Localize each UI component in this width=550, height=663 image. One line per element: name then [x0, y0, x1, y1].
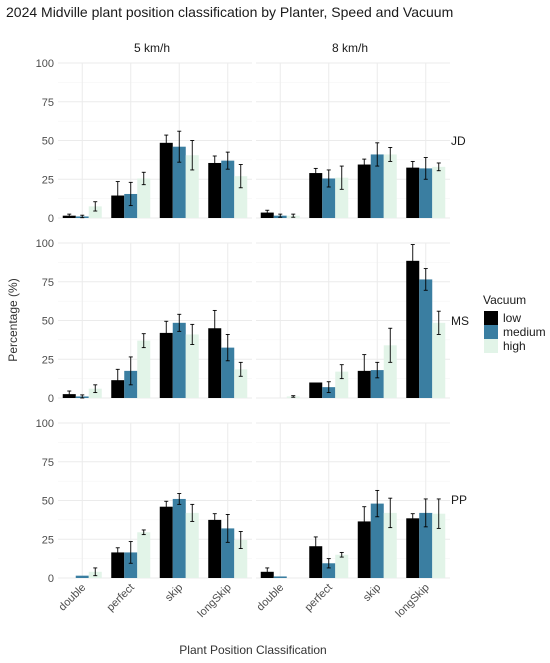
legend-label-medium: medium [503, 325, 546, 339]
legend-label-low: low [503, 311, 521, 325]
bar-low-perfect [309, 546, 323, 578]
bar-high-double [88, 388, 102, 398]
legend-swatch-medium [484, 325, 498, 339]
y-tick-label: 100 [36, 418, 54, 430]
x-tick-label-longSkip: longSkip [196, 582, 234, 620]
y-axis-label: Percentage (%) [6, 278, 20, 361]
y-tick-label: 75 [42, 277, 54, 289]
row-strip-ms: MS [451, 314, 469, 328]
column-strip-5kmh: 5 km/h [134, 41, 170, 55]
bar-high-skip [185, 334, 199, 398]
x-tick-label-longSkip: longSkip [394, 582, 432, 620]
bar-low-skip [357, 164, 371, 218]
bar-medium-skip [370, 370, 384, 398]
bar-high-perfect [335, 554, 349, 578]
x-tick-label-skip: skip [361, 582, 383, 604]
legend-label-high: high [503, 339, 526, 353]
legend-title: Vacuum [483, 293, 526, 307]
panel-MS-5kmh: 0 25 50 75 100 [36, 238, 252, 405]
panel-MS-8kmh [256, 242, 450, 399]
bar-medium-skip [172, 146, 186, 218]
bar-low-longSkip [208, 519, 222, 578]
bar-medium-perfect [124, 552, 138, 578]
bar-medium-perfect [322, 563, 336, 578]
y-tick-label: 75 [42, 97, 54, 109]
bar-medium-skip [172, 322, 186, 398]
bar-high-skip [383, 345, 397, 398]
x-axis-label: Plant Position Classification [179, 643, 326, 657]
bar-low-skip [159, 142, 173, 218]
bar-high-perfect [137, 178, 151, 218]
y-tick-label: 0 [48, 573, 54, 585]
bar-low-perfect [309, 173, 323, 218]
panels: 0 25 50 75 100 0 25 50 75 100 0 25 50 75 100 double perf… [36, 58, 450, 620]
legend-swatch-low [484, 311, 498, 325]
y-tick-label: 25 [42, 534, 54, 546]
bar-high-skip [185, 512, 199, 578]
y-tick-label: 100 [36, 238, 54, 250]
bar-high-skip [383, 512, 397, 578]
y-tick-label: 25 [42, 174, 54, 186]
bar-high-longSkip [432, 322, 446, 398]
panel-PP-8kmh: double perfect skip longSkip [255, 422, 450, 620]
bar-medium-skip [370, 154, 384, 218]
bar-low-skip [357, 521, 371, 578]
bar-medium-double [75, 575, 89, 578]
bar-low-skip [159, 506, 173, 578]
x-tick-label-double: double [57, 582, 89, 614]
panel-PP-5kmh: 0 25 50 75 100 double perfect skip longSkip [36, 418, 252, 620]
bar-medium-longSkip [419, 512, 433, 578]
bar-high-skip [383, 154, 397, 218]
x-tick-label-skip: skip [163, 582, 185, 604]
row-strip-jd: JD [451, 134, 466, 148]
bar-low-longSkip [208, 328, 222, 398]
y-tick-label: 0 [48, 213, 54, 225]
bar-high-longSkip [234, 369, 248, 398]
bar-high-perfect [335, 371, 349, 398]
row-strip-pp: PP [451, 493, 467, 507]
x-tick-label-double: double [255, 582, 287, 614]
x-tick-label-perfect: perfect [303, 582, 335, 614]
bar-medium-longSkip [221, 160, 235, 218]
bar-high-double [88, 206, 102, 218]
legend: Vacuum low medium high [483, 293, 546, 353]
bar-high-perfect [137, 532, 151, 578]
bar-high-longSkip [432, 513, 446, 578]
bar-high-longSkip [234, 176, 248, 218]
bar-medium-skip [370, 503, 384, 578]
y-tick-label: 50 [42, 496, 54, 508]
bar-low-perfect [309, 382, 323, 398]
legend-swatch-high [484, 339, 498, 353]
y-tick-label: 100 [36, 58, 54, 70]
y-tick-label: 0 [48, 393, 54, 405]
bar-low-perfect [111, 552, 125, 578]
x-tick-label-perfect: perfect [105, 582, 137, 614]
bar-low-longSkip [406, 518, 420, 578]
bar-high-perfect [335, 177, 349, 218]
y-tick-label: 75 [42, 457, 54, 469]
bar-medium-longSkip [221, 347, 235, 398]
y-tick-label: 50 [42, 316, 54, 328]
bar-low-longSkip [406, 167, 420, 218]
bar-medium-perfect [322, 178, 336, 218]
bar-high-longSkip [234, 540, 248, 578]
panel-JD-8kmh [256, 62, 450, 219]
bar-low-longSkip [406, 260, 420, 398]
bar-medium-longSkip [419, 279, 433, 398]
bar-low-skip [159, 332, 173, 398]
bar-medium-longSkip [419, 168, 433, 218]
bar-medium-skip [172, 498, 186, 578]
bar-high-longSkip [432, 166, 446, 218]
column-strip-8kmh: 8 km/h [332, 41, 368, 55]
bar-medium-longSkip [221, 528, 235, 578]
bar-medium-double [273, 576, 287, 578]
panel-JD-5kmh: 0 25 50 75 100 [36, 58, 252, 225]
bar-high-skip [185, 155, 199, 218]
bar-low-longSkip [208, 162, 222, 218]
y-tick-label: 50 [42, 136, 54, 148]
chart-title: 2024 Midville plant position classificat… [6, 4, 453, 20]
bar-high-perfect [137, 340, 151, 398]
y-tick-label: 25 [42, 354, 54, 366]
